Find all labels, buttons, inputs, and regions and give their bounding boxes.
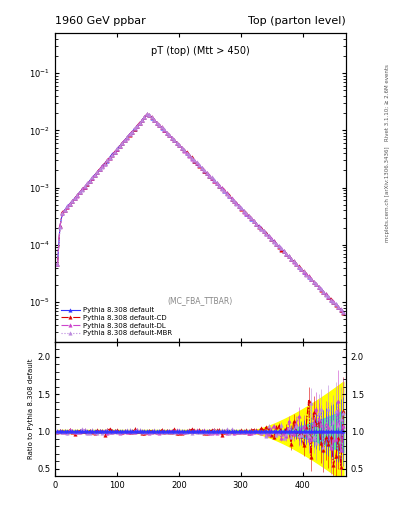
Pythia 8.308 default-DL [154, 120, 159, 126]
Pythia 8.308 default [154, 120, 159, 126]
Pythia 8.308 default-CD [249, 215, 254, 221]
Pythia 8.308 default-MBR [55, 261, 60, 267]
Pythia 8.308 default-MBR [341, 309, 346, 315]
Pythia 8.308 default [321, 289, 326, 295]
Pythia 8.308 default [289, 256, 294, 262]
Text: Rivet 3.1.10; ≥ 2.6M events: Rivet 3.1.10; ≥ 2.6M events [385, 64, 390, 141]
Pythia 8.308 default-DL [145, 111, 149, 117]
Pythia 8.308 default-DL [289, 255, 294, 262]
Pythia 8.308 default-CD [296, 263, 301, 269]
Pythia 8.308 default-CD [145, 111, 149, 117]
Pythia 8.308 default-CD [341, 309, 346, 315]
Pythia 8.308 default [296, 264, 301, 270]
Y-axis label: Ratio to Pythia 8.308 default: Ratio to Pythia 8.308 default [28, 359, 34, 459]
Pythia 8.308 default-CD [289, 255, 294, 262]
Pythia 8.308 default-DL [55, 261, 60, 267]
Pythia 8.308 default [145, 112, 149, 118]
Line: Pythia 8.308 default-MBR: Pythia 8.308 default-MBR [56, 112, 345, 314]
Text: (MC_FBA_TTBAR): (MC_FBA_TTBAR) [168, 296, 233, 305]
Legend: Pythia 8.308 default, Pythia 8.308 default-CD, Pythia 8.308 default-DL, Pythia 8: Pythia 8.308 default, Pythia 8.308 defau… [59, 305, 174, 338]
Pythia 8.308 default-MBR [231, 198, 236, 204]
Pythia 8.308 default [231, 198, 236, 204]
Pythia 8.308 default-MBR [249, 215, 254, 221]
Pythia 8.308 default-DL [341, 309, 346, 315]
Pythia 8.308 default [341, 309, 346, 315]
Pythia 8.308 default-DL [296, 264, 301, 270]
Pythia 8.308 default-MBR [296, 264, 301, 270]
Pythia 8.308 default-DL [231, 198, 236, 204]
Pythia 8.308 default-MBR [154, 120, 159, 126]
Text: pT (top) (Mtt > 450): pT (top) (Mtt > 450) [151, 46, 250, 56]
Pythia 8.308 default-CD [55, 261, 60, 267]
Pythia 8.308 default [249, 216, 254, 222]
Line: Pythia 8.308 default: Pythia 8.308 default [56, 113, 345, 314]
Pythia 8.308 default-MBR [321, 289, 326, 295]
Line: Pythia 8.308 default-CD: Pythia 8.308 default-CD [56, 113, 345, 314]
Pythia 8.308 default-DL [321, 288, 326, 294]
Text: mcplots.cern.ch [arXiv:1306.3436]: mcplots.cern.ch [arXiv:1306.3436] [385, 147, 390, 242]
Pythia 8.308 default-DL [249, 215, 254, 221]
Pythia 8.308 default-MBR [289, 256, 294, 262]
Text: 1960 GeV ppbar: 1960 GeV ppbar [55, 15, 146, 26]
Pythia 8.308 default-CD [321, 289, 326, 295]
Pythia 8.308 default [55, 261, 60, 267]
Line: Pythia 8.308 default-DL: Pythia 8.308 default-DL [56, 113, 345, 314]
Pythia 8.308 default-CD [231, 198, 236, 204]
Pythia 8.308 default-CD [154, 119, 159, 125]
Pythia 8.308 default-MBR [145, 111, 149, 117]
Text: Top (parton level): Top (parton level) [248, 15, 346, 26]
